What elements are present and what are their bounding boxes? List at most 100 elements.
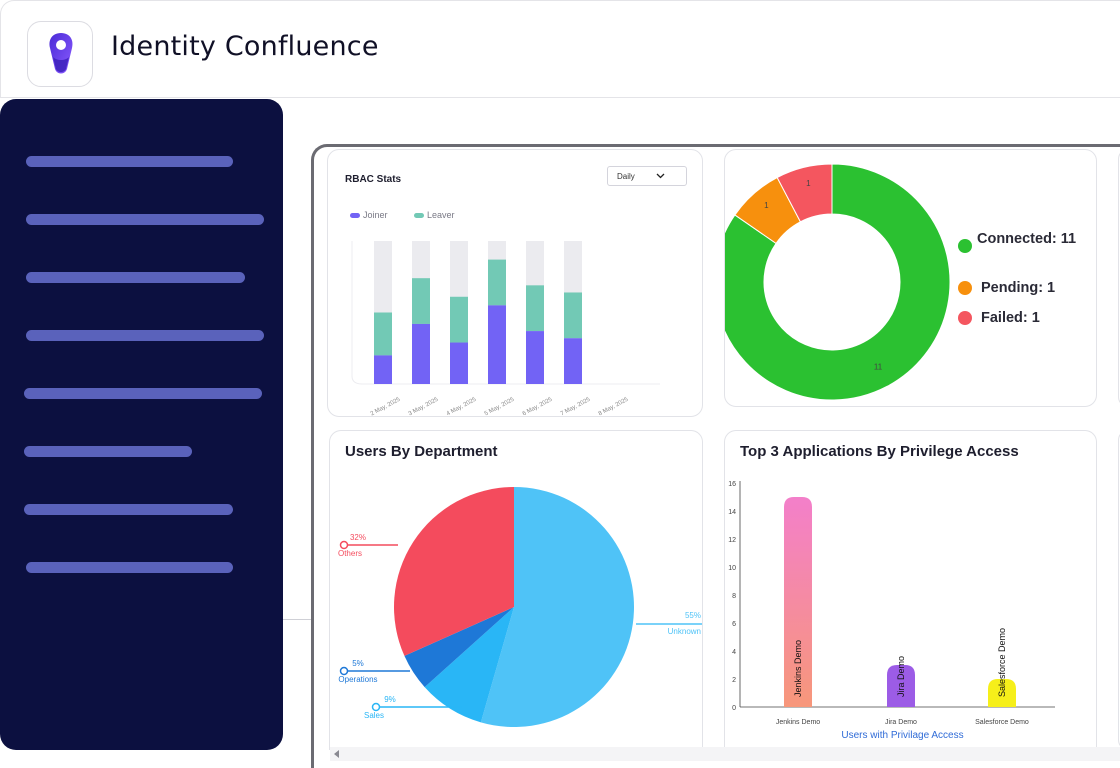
- sidebar-item-5[interactable]: [24, 388, 262, 399]
- x-tick-label-4: 6 May, 2025: [522, 397, 554, 417]
- bar-leaver-3: [488, 259, 506, 306]
- x-tick-label-1: 3 May, 2025: [408, 397, 440, 417]
- y-tick-label-4: 8: [732, 593, 736, 600]
- app-header: Identity Confluence: [0, 0, 1120, 98]
- pie-leader-dot-2: [339, 666, 349, 676]
- pie-slice-others: [394, 487, 514, 656]
- sidebar-item-7[interactable]: [24, 504, 233, 515]
- connector-status-card: 11 1 1 Connected: 11 Pending: 1 Failed: 1: [724, 149, 1097, 407]
- y-tick-label-8: 16: [728, 481, 736, 488]
- privilege-bar-0: [784, 497, 812, 707]
- privilege-bar-2: [988, 679, 1016, 707]
- bar-leaver-4: [526, 285, 544, 332]
- x-tick-label-2: 4 May, 2025: [446, 397, 478, 417]
- bar-joiner-3: [488, 305, 506, 384]
- donut-slice-connected: [725, 163, 951, 401]
- bar-joiner-1: [412, 323, 430, 384]
- y-tick-label-3: 6: [732, 621, 736, 628]
- x-tick-label-5: 7 May, 2025: [560, 397, 592, 417]
- chevron-down-icon: [656, 173, 665, 179]
- pie-percent-label-2: 5%: [352, 659, 364, 668]
- scroll-left-icon[interactable]: [332, 749, 342, 759]
- legend-failed-label: Failed: 1: [981, 310, 1040, 326]
- y-tick-label-2: 4: [732, 649, 736, 656]
- sidebar-item-4[interactable]: [26, 330, 264, 341]
- department-title: Users By Department: [345, 443, 498, 460]
- privilege-bar-label-0: Jenkins Demo: [793, 640, 803, 697]
- pie-name-label-1: Sales: [364, 711, 384, 720]
- users-by-department-card: Users By Department 55% Unknown 9% Sales 5% O…: [329, 430, 703, 750]
- y-tick-label-6: 12: [728, 537, 736, 544]
- privilege-xlabel: Users with Privilage Access: [841, 730, 964, 741]
- privilege-bar-1: [887, 665, 915, 707]
- sidebar-item-6[interactable]: [24, 446, 192, 457]
- period-select-value: Daily: [617, 172, 635, 181]
- pie-name-label-0: Unknown: [668, 627, 701, 636]
- legend-joiner-label: Joiner: [363, 210, 388, 220]
- pie-percent-label-1: 9%: [384, 695, 396, 704]
- bar-joiner-0: [374, 355, 392, 384]
- y-tick-label-5: 10: [728, 565, 736, 572]
- legend-leaver-swatch: [414, 213, 424, 219]
- legend-connected-dot: [958, 239, 972, 253]
- pie-slice-operations: [404, 607, 514, 688]
- rbac-stats-card: RBAC Stats Daily Joiner Leaver 2 May, 20…: [327, 149, 703, 417]
- period-select[interactable]: Daily: [607, 166, 687, 186]
- app-title: Identity Confluence: [111, 31, 379, 62]
- x-tick-label-0: 2 May, 2025: [370, 397, 402, 417]
- logo-icon: [49, 33, 73, 74]
- donut-slice-label-2: 1: [806, 179, 811, 188]
- pie-name-label-3: Others: [338, 549, 362, 558]
- y-tick-label-7: 14: [728, 509, 736, 516]
- sidebar-item-8[interactable]: [26, 562, 233, 573]
- privilege-x-tick-0: Jenkins Demo: [776, 719, 820, 726]
- horizontal-scrollbar[interactable]: [330, 747, 1120, 761]
- rbac-title: RBAC Stats: [345, 174, 402, 185]
- privilege-bar-chart: 0 2 4 6 8 10 12 14 16 Jenkins Demo Jenkins Demo Jir…: [728, 481, 1055, 726]
- x-tick-label-3: 5 May, 2025: [484, 397, 516, 417]
- bar-leaver-2: [450, 296, 468, 343]
- pie-percent-label-3: 32%: [350, 533, 366, 542]
- donut-slice-label-0: 11: [874, 363, 883, 372]
- pie-leader-dot-3: [339, 540, 349, 550]
- y-tick-label-0: 0: [732, 705, 736, 712]
- legend-leaver: Leaver: [414, 210, 455, 220]
- donut-slice-label-1: 1: [764, 201, 769, 210]
- bar-joiner-4: [526, 331, 544, 384]
- legend-pending-label: Pending: 1: [981, 280, 1056, 296]
- rbac-chart: 2 May, 2025 3 May, 2025 4 May, 2025 5 May, …: [351, 241, 660, 417]
- pie-name-label-2: Operations: [338, 675, 377, 684]
- pie-leader-dot-1: [371, 702, 381, 712]
- sidebar-item-2[interactable]: [26, 214, 264, 225]
- privilege-title: Top 3 Applications By Privilege Access: [740, 443, 1019, 460]
- privilege-access-card: Top 3 Applications By Privilege Access 0…: [724, 430, 1097, 750]
- sidebar: [0, 99, 283, 750]
- legend-joiner: Joiner: [350, 210, 388, 220]
- pie-slice-sales: [424, 607, 514, 723]
- bar-joiner-5: [564, 338, 582, 384]
- privilege-x-tick-2: Salesforce Demo: [975, 719, 1029, 726]
- pie-slice-unknown: [480, 487, 634, 727]
- bar-leaver-1: [412, 278, 430, 324]
- bar-leaver-5: [564, 292, 582, 339]
- bar-joiner-2: [450, 342, 468, 384]
- app-logo[interactable]: [27, 21, 93, 87]
- donut-slice-failed: [776, 163, 833, 223]
- legend-joiner-swatch: [350, 213, 360, 219]
- legend-leaver-label: Leaver: [427, 210, 455, 220]
- sidebar-item-3[interactable]: [26, 272, 245, 283]
- y-tick-label-1: 2: [732, 677, 736, 684]
- divider: [283, 619, 311, 620]
- pie-percent-label-0: 55%: [685, 611, 701, 620]
- privilege-bar-label-1: Jira Demo: [896, 656, 906, 697]
- sidebar-item-1[interactable]: [26, 156, 233, 167]
- privilege-x-tick-1: Jira Demo: [885, 719, 917, 726]
- department-pie-chart: 55% Unknown 9%Sales 5% Operations 32% Others: [338, 487, 702, 727]
- privilege-bar-label-2: Salesforce Demo: [997, 628, 1007, 697]
- bar-leaver-0: [374, 312, 392, 356]
- legend-failed-dot: [958, 311, 972, 325]
- x-tick-label-6: 8 May, 2025: [598, 397, 630, 417]
- legend-pending-dot: [958, 281, 972, 295]
